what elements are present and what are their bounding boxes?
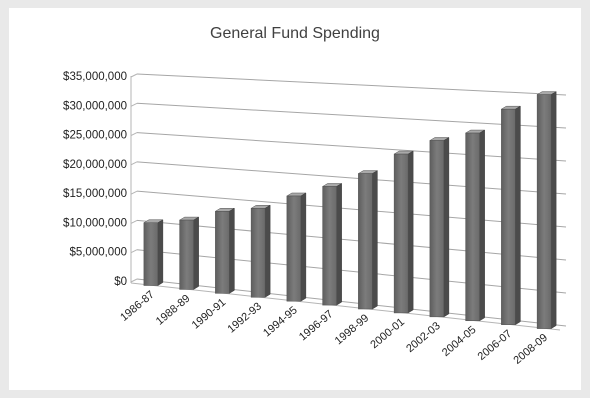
y-tick-label: $25,000,000 bbox=[63, 130, 127, 142]
bar-front bbox=[358, 173, 373, 310]
gridline bbox=[136, 190, 567, 228]
bar-front bbox=[286, 195, 302, 302]
gridline-depth bbox=[130, 278, 138, 283]
gridline bbox=[136, 132, 567, 162]
bar-chart: $0 $5,000,000 $10,000,000 $15,000,000 $20,00… bbox=[63, 71, 567, 367]
bar-side bbox=[193, 216, 199, 290]
bar-side bbox=[300, 192, 307, 302]
y-tick-label: $15,000,000 bbox=[63, 188, 127, 200]
gridline bbox=[136, 278, 567, 327]
gridline-depth bbox=[130, 190, 138, 195]
y-tick-label: $30,000,000 bbox=[63, 100, 127, 112]
x-tick-label: 2006-07 bbox=[476, 328, 515, 363]
bar-side bbox=[264, 204, 271, 298]
chart-panel: General Fund Spending $0 $5,000,000 $10,00… bbox=[9, 8, 581, 390]
bar-front bbox=[536, 94, 552, 329]
bar-1994-95 bbox=[285, 192, 307, 302]
x-tick-label: 1992-93 bbox=[225, 300, 264, 335]
bar-1992-93 bbox=[250, 204, 272, 298]
bar-1996-97 bbox=[321, 183, 343, 306]
x-tick-label: 1990-91 bbox=[190, 296, 229, 331]
bar-front bbox=[429, 140, 445, 318]
bar-side bbox=[336, 183, 342, 306]
bar-front bbox=[250, 208, 266, 298]
bar-1988-89 bbox=[178, 216, 200, 290]
floor-edge bbox=[130, 282, 561, 331]
x-tick-label: 2004-05 bbox=[440, 324, 479, 359]
gridline bbox=[136, 249, 567, 294]
bar-2006-07 bbox=[500, 105, 522, 326]
gridline-depth bbox=[130, 161, 138, 166]
x-tick-label: 1988-89 bbox=[154, 293, 193, 328]
bar-1986-87 bbox=[142, 219, 164, 286]
gridline bbox=[136, 161, 567, 195]
bar-side bbox=[229, 207, 235, 294]
bar-front bbox=[393, 153, 409, 314]
bar-front bbox=[501, 108, 516, 325]
gridline bbox=[136, 73, 567, 96]
chart-title: General Fund Spending bbox=[210, 25, 380, 42]
gridline-depth bbox=[130, 219, 138, 224]
gridline-depth bbox=[130, 249, 138, 254]
bar-front bbox=[322, 186, 337, 306]
bar-side bbox=[443, 137, 450, 318]
x-tick-label: 2008-09 bbox=[511, 332, 550, 367]
x-tick-label: 1994-95 bbox=[261, 304, 300, 339]
gridline-depth bbox=[130, 132, 138, 137]
bar-1990-91 bbox=[214, 207, 236, 294]
bar-side bbox=[157, 219, 164, 286]
bar-front bbox=[215, 211, 230, 294]
bar-front bbox=[465, 132, 480, 322]
gridline-depth bbox=[130, 73, 138, 78]
x-tick-label: 1998-99 bbox=[333, 312, 372, 347]
y-tick-label: $0 bbox=[114, 276, 127, 288]
bar-side bbox=[372, 170, 378, 310]
gridline-depth bbox=[130, 102, 138, 107]
bar-front bbox=[143, 222, 159, 286]
bar-2004-05 bbox=[464, 129, 486, 322]
x-tick-label: 1986-87 bbox=[118, 289, 157, 324]
bar-front bbox=[179, 219, 194, 290]
y-tick-label: $20,000,000 bbox=[63, 159, 127, 171]
y-tick-label: $35,000,000 bbox=[63, 71, 127, 83]
x-tick-label: 1996-97 bbox=[297, 308, 336, 343]
bar-side bbox=[407, 150, 414, 314]
bar-side bbox=[479, 129, 485, 322]
bar-2008-09 bbox=[536, 91, 558, 330]
y-tick-label: $10,000,000 bbox=[63, 217, 127, 229]
y-tick-label: $5,000,000 bbox=[69, 247, 127, 259]
bar-1998-99 bbox=[357, 170, 379, 310]
gridline bbox=[136, 219, 567, 261]
bar-2000-01 bbox=[393, 150, 415, 314]
bar-side bbox=[515, 105, 521, 326]
x-tick-label: 2002-03 bbox=[404, 320, 443, 355]
x-tick-label: 2000-01 bbox=[368, 316, 407, 351]
gridline bbox=[136, 102, 567, 129]
bar-side bbox=[550, 91, 557, 330]
bar-2002-03 bbox=[428, 137, 450, 318]
